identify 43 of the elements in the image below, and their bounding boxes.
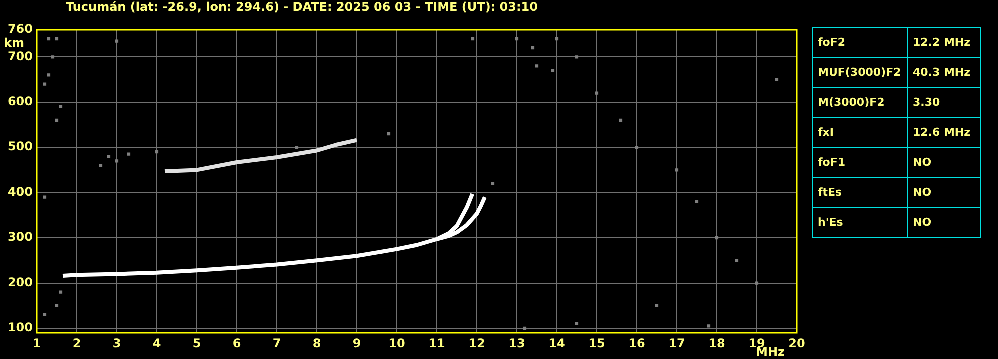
x-tick-label: 15 xyxy=(588,336,606,350)
y-tick-label: 400 xyxy=(8,184,33,199)
text: M(3000)F2 xyxy=(812,88,908,118)
y-tick-label: 300 xyxy=(8,230,33,244)
text: h'Es xyxy=(812,208,908,238)
y-tick-label: 500 xyxy=(8,140,33,154)
x-tick-label: 5 xyxy=(192,336,202,350)
x-tick-label: 10 xyxy=(388,336,406,350)
text: NO xyxy=(908,178,980,208)
chart-title: Tucumán (lat: -26.9, lon: 294.6) - DATE: 2025 06 03 - TIME (UT): 03:10 xyxy=(66,0,538,14)
y-tick-label: 100 xyxy=(8,320,33,335)
text: 12.6 MHz xyxy=(908,118,980,148)
x-tick-label: 8 xyxy=(312,336,322,350)
text: MUF(3000)F2 xyxy=(812,58,908,88)
x-tick-label: 11 xyxy=(428,336,446,350)
y-tick-label: 600 xyxy=(8,94,33,108)
x-tick-label: 17 xyxy=(668,336,686,350)
text: 3.30 xyxy=(908,88,980,118)
text: NO xyxy=(908,148,980,178)
text: ftEs xyxy=(812,178,908,208)
x-tick-label: 6 xyxy=(232,336,242,350)
text: NO xyxy=(908,208,980,238)
x-tick-label: 16 xyxy=(628,336,646,350)
x-tick-label: 1 xyxy=(32,336,42,350)
y-tick-label: 760 xyxy=(8,22,33,36)
x-tick-label: 20 xyxy=(788,336,806,350)
y-axis-title: km xyxy=(4,36,24,50)
text: foF1 xyxy=(812,148,908,178)
x-tick-label: 9 xyxy=(352,336,362,350)
x-tick-label: 2 xyxy=(72,336,82,350)
x-tick-label: 14 xyxy=(548,336,566,350)
x-tick-label: 7 xyxy=(272,336,282,350)
x-tick-label: 12 xyxy=(468,336,486,350)
x-tick-label: 4 xyxy=(152,336,162,350)
text: 40.3 MHz xyxy=(908,58,980,88)
text: foF2 xyxy=(812,28,908,58)
x-tick-label: 18 xyxy=(708,336,726,350)
text: 12.2 MHz xyxy=(908,28,980,58)
text: fxI xyxy=(812,118,908,148)
x-tick-label: 13 xyxy=(508,336,526,350)
y-tick-label: 200 xyxy=(8,275,33,290)
x-tick-label: 3 xyxy=(112,336,122,350)
y-tick-label: 700 xyxy=(8,49,33,64)
